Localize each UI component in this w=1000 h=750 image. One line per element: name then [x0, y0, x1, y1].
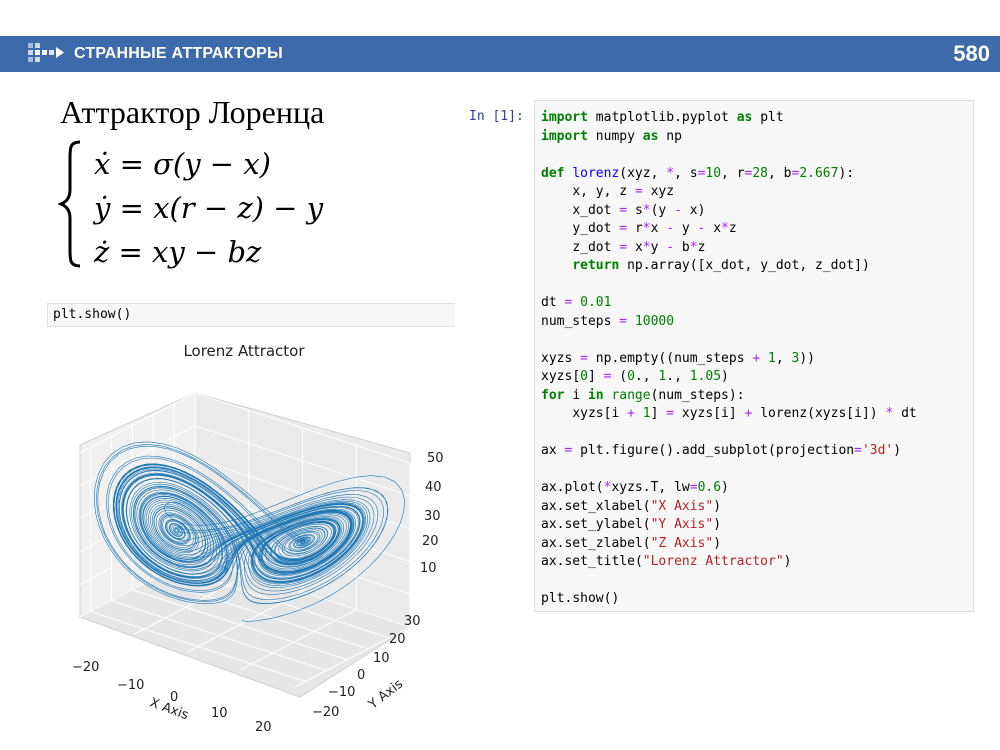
header-bar: СТРАННЫЕ АТТРАКТОРЫ 580 [0, 36, 1000, 72]
attractor-trajectory [93, 441, 405, 622]
grid-line [294, 626, 411, 688]
code-line: dt = 0.01 [541, 295, 612, 310]
grid-line [194, 458, 411, 530]
slide-title: Аттрактор Лоренца [60, 94, 325, 130]
grid-line [194, 425, 411, 497]
grid-line [187, 591, 303, 653]
attractor-line [93, 441, 405, 622]
z-tick-20: 20 [422, 534, 439, 549]
y-axis-label: Y Axis [365, 677, 406, 714]
grid-line [133, 574, 249, 635]
z-tick-30: 30 [424, 509, 441, 524]
grid-line [90, 611, 306, 683]
code-line: ax.set_xlabel("X Axis") [541, 498, 722, 514]
code-line: import matplotlib.pyplot as plt [541, 110, 784, 125]
plt-show-cell[interactable]: plt.show() [47, 303, 455, 327]
code-line [541, 276, 917, 295]
dots-logo-icon [28, 43, 64, 62]
page-number: 580 [953, 41, 990, 66]
code-line [541, 424, 917, 443]
section-title: СТРАННЫЕ АТТРАКТОРЫ [74, 45, 283, 62]
code-line: return np.array([x_dot, y_dot, z_dot]) [572, 258, 870, 273]
y-tick-m20: −20 [312, 705, 339, 720]
code-line: ax.set_title("Lorenz Attractor") [541, 554, 792, 569]
x-ticks: −20 −10 0 10 20 [72, 660, 272, 735]
grid-line [79, 425, 196, 487]
x-tick-m10: −10 [117, 678, 144, 693]
x-tick-10: 10 [211, 706, 228, 721]
z-tick-50: 50 [427, 451, 444, 466]
y-tick-10: 10 [373, 651, 390, 666]
lorenz-equations: ẋ = σ(y − x) ẏ = x(r − z) − y ż = xy − b… [58, 140, 324, 269]
code-line: y_dot = r*x - y - x*z [572, 221, 737, 236]
plot-title: Lorenz Attractor [183, 342, 305, 360]
plt-show-code: plt.show() [53, 307, 132, 322]
z-tick-40: 40 [425, 480, 442, 495]
y-ticks: 30 20 10 0 −10 −20 [312, 614, 421, 720]
input-prompt: In [1]: [469, 109, 524, 124]
y-tick-0: 0 [357, 668, 365, 683]
code-line: plt.show() [541, 591, 620, 606]
code-line [541, 146, 917, 165]
code-line: xyzs = np.empty((num_steps + 1, 3)) [541, 350, 815, 366]
x-tick-0: 0 [170, 690, 178, 705]
y-tick-20: 20 [389, 632, 406, 647]
x-tick-20: 20 [255, 720, 272, 735]
equation-x: ẋ = σ(y − x) [94, 147, 271, 181]
equation-y: ẏ = x(r − z) − y [92, 191, 324, 225]
code-line: ax.plot(*xyzs.T, lw=0.6) [541, 480, 729, 495]
grid-line [111, 600, 327, 672]
z-ticks: 50 40 30 20 10 [420, 451, 444, 576]
code-line: import numpy as np [541, 128, 682, 144]
code-line: z_dot = x*y - b*z [572, 239, 706, 255]
code-line: x_dot = s*(y - x) [572, 202, 706, 218]
x-tick-m20: −20 [72, 660, 99, 675]
code-line: def lorenz(xyz, *, s=10, r=28, b=2.667): [541, 165, 855, 181]
grid-line [79, 392, 196, 454]
code-line [541, 331, 917, 350]
code-line: ax.set_ylabel("Y Axis") [541, 517, 722, 532]
z-tick-10: 10 [420, 561, 437, 576]
grid-line [241, 609, 357, 670]
code-line [541, 572, 917, 591]
code-line: num_steps = 10000 [541, 313, 675, 329]
code-line: xyzs[0] = (0., 1., 1.05) [541, 369, 729, 384]
y-tick-m10: −10 [328, 685, 355, 700]
y-tick-30: 30 [404, 614, 421, 629]
grid-line [132, 589, 348, 661]
code-block: import matplotlib.pyplot as plt import nu… [541, 109, 917, 609]
grid-line [153, 578, 369, 650]
code-line: ax = plt.figure().add_subplot(projection… [541, 443, 902, 458]
code-line: for i in range(num_steps): [541, 387, 745, 403]
code-cell[interactable]: import matplotlib.pyplot as plt import nu… [534, 100, 974, 612]
code-line: x, y, z = xyz [572, 184, 675, 199]
equation-z: ż = xy − bz [93, 235, 262, 269]
code-line [541, 461, 917, 480]
code-line: ax.set_zlabel("Z Axis") [541, 535, 722, 551]
grid-line [194, 392, 411, 464]
left-brace [58, 140, 81, 268]
lorenz-3d-plot: Lorenz Attractor 50 40 30 20 10 30 20 10… [72, 342, 444, 735]
code-line: xyzs[i + 1] = xyzs[i] + lorenz(xyzs[i]) … [572, 406, 917, 421]
